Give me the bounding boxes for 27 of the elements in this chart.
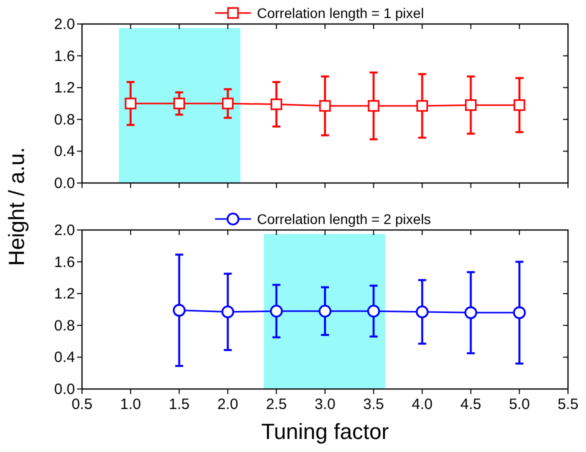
y-tick-label: 1.2 xyxy=(54,80,75,97)
x-tick-label: 4.5 xyxy=(460,396,482,413)
legend-label: Correlation length = 1 pixel xyxy=(257,5,424,21)
x-tick-label: 1.0 xyxy=(120,396,142,413)
y-tick-label: 0.4 xyxy=(54,143,75,160)
y-tick-label: 1.2 xyxy=(54,286,75,303)
y-tick-label: 1.6 xyxy=(54,254,75,271)
y-tick-label: 0.8 xyxy=(54,111,75,128)
y-tick-label: 0.0 xyxy=(54,175,75,192)
x-tick-label: 4.0 xyxy=(412,396,433,413)
y-tick-label: 2.0 xyxy=(54,16,75,33)
x-tick-label: 0.5 xyxy=(72,396,92,413)
x-axis-title: Tuning factor xyxy=(261,419,389,444)
x-tick-label: 2.0 xyxy=(217,396,238,413)
x-tick-label: 3.5 xyxy=(363,396,384,413)
y-tick-label: 1.6 xyxy=(54,48,75,65)
x-tick-label: 2.5 xyxy=(266,396,287,413)
y-tick-label: 2.0 xyxy=(54,222,75,239)
y-tick-label: 0.4 xyxy=(54,349,75,366)
x-tick-label: 5.5 xyxy=(558,396,578,413)
legend-label: Correlation length = 2 pixels xyxy=(257,211,431,227)
x-tick-label: 3.0 xyxy=(314,396,336,413)
x-tick-label: 1.5 xyxy=(168,396,190,413)
y-tick-label: 0.0 xyxy=(54,381,75,398)
y-axis-title: Height / a.u. xyxy=(4,147,29,266)
y-tick-label: 0.8 xyxy=(54,317,75,334)
x-tick-label: 5.0 xyxy=(508,396,530,413)
